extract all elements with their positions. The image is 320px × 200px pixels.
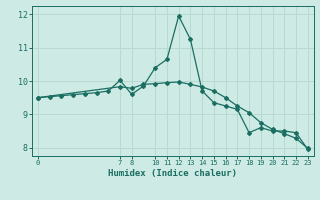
- X-axis label: Humidex (Indice chaleur): Humidex (Indice chaleur): [108, 169, 237, 178]
